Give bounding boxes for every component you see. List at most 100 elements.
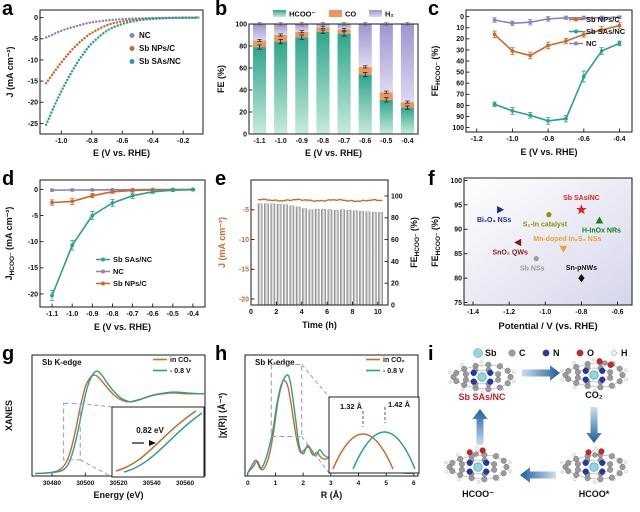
svg-text:80: 80 [239,43,247,50]
svg-text:NC: NC [586,39,597,48]
svg-text:40: 40 [239,87,247,94]
svg-text:H-InOx NRs: H-InOx NRs [582,227,621,234]
svg-text:N: N [553,348,560,358]
svg-text:HCOO*: HCOO* [579,489,610,499]
svg-text:-1.0: -1.0 [55,138,67,145]
svg-text:-5: -5 [243,207,249,214]
svg-text:-0.6: -0.6 [578,136,590,143]
svg-text:40: 40 [456,58,464,65]
svg-text:100: 100 [452,125,464,132]
svg-text:C: C [519,348,526,358]
svg-text:-5: -5 [32,36,38,43]
svg-text:-0.8: -0.8 [317,138,329,145]
panel-i: i Sb C N O H Sb SAs/NC CO₂ HCOO* HCOO⁻ [426,343,640,512]
svg-text:NC: NC [113,267,124,276]
svg-text:-1.2: -1.2 [471,136,483,143]
svg-text:FEHCOO⁻ (%): FEHCOO⁻ (%) [409,217,421,268]
svg-text:20: 20 [239,109,247,116]
svg-text:JHCOO⁻ (mA cm⁻²): JHCOO⁻ (mA cm⁻²) [4,207,16,281]
svg-text:1: 1 [274,480,278,487]
svg-text:-0.4: -0.4 [401,138,413,145]
svg-text:80: 80 [391,215,399,222]
svg-text:XANES: XANES [4,400,14,431]
svg-text:J (mA cm⁻²): J (mA cm⁻²) [5,47,15,98]
svg-text:60: 60 [391,237,399,244]
svg-text:Sb SAs/NC: Sb SAs/NC [586,27,626,36]
svg-text:8: 8 [351,309,355,316]
svg-text:-1.0: -1.0 [66,311,78,318]
svg-text:-0.9: -0.9 [86,311,98,318]
svg-text:50: 50 [456,70,464,77]
svg-text:20: 20 [391,281,399,288]
svg-text:-0.4: -0.4 [147,138,159,145]
svg-text:4: 4 [357,480,361,487]
panel-letter-e: e [215,168,227,190]
svg-text:in CO₂: in CO₂ [383,357,405,364]
svg-text:HCOO⁻: HCOO⁻ [462,489,494,499]
panel-h: h 0 1 2 3 4 5 6 Sb K-edge in CO₂ - 0.8 V R (Å) |χ(R… [213,343,426,512]
svg-text:-5: -5 [32,213,38,220]
svg-text:Energy (eV): Energy (eV) [93,490,143,500]
svg-text:-1.0: -1.0 [275,138,287,145]
panel-letter-f: f [428,168,435,190]
svg-text:95: 95 [454,202,462,209]
panel-letter-h: h [215,343,228,365]
svg-text:- 0.8 V: - 0.8 V [383,368,404,375]
svg-text:CO: CO [345,10,356,19]
svg-text:0: 0 [34,187,38,194]
svg-text:0: 0 [249,309,253,316]
svg-text:-20: -20 [239,296,249,303]
svg-text:Sb K-edge: Sb K-edge [255,358,295,367]
panel-b: b -1.1 -1.0 -0.9 -0.8 -0.7 -0.6 -0.5 -0.4 0 20 40 6… [213,0,426,170]
svg-text:30520: 30520 [109,480,127,487]
svg-text:-15: -15 [28,78,38,85]
svg-text:30540: 30540 [143,480,161,487]
svg-text:Sb K-edge: Sb K-edge [42,358,82,367]
svg-text:H: H [621,348,628,358]
panel-g: g 30480 30500 30520 30540 30560 Sb K-edge in C… [0,343,213,512]
svg-text:80: 80 [456,103,464,110]
svg-text:0: 0 [246,480,250,487]
svg-text:30560: 30560 [176,480,194,487]
svg-text:E (V vs. RHE): E (V vs. RHE) [520,147,577,157]
svg-text:-0.8: -0.8 [86,138,98,145]
svg-text:-20: -20 [28,291,38,298]
svg-text:-0.6: -0.6 [147,311,159,318]
lsv-chart: -1.0 -0.8 -0.6 -0.4 -0.2 0 -5 -10 -15 -20 -25 NC Sb … [5,9,204,158]
panel-letter-d: d [2,168,15,190]
svg-text:60: 60 [456,81,464,88]
svg-text:0: 0 [460,14,464,21]
svg-text:R (Å): R (Å) [321,490,343,500]
svg-text:Sn-pNWs: Sn-pNWs [566,265,597,272]
svg-text:100: 100 [235,21,247,28]
svg-text:Sb SAs/NC: Sb SAs/NC [458,392,506,402]
svg-text:E (V vs. RHE): E (V vs. RHE) [94,322,151,332]
svg-text:-0.4: -0.4 [187,311,199,318]
panel-letter-b: b [215,0,228,20]
svg-text:60: 60 [239,65,247,72]
svg-text:-1.1: -1.1 [46,311,58,318]
svg-text:S₂-In catalyst: S₂-In catalyst [523,222,568,229]
partial-current-density-chart: -1.1 -1.0 -0.9 -0.8 -0.7 -0.6 -0.5 -0.4 0 -5 -10 -1… [4,179,206,332]
svg-text:-0.6: -0.6 [612,309,624,316]
svg-text:90: 90 [454,227,462,234]
svg-text:E (V vs. RHE): E (V vs. RHE) [305,148,362,158]
faradaic-efficiency-stacked-bar-chart: -1.1 -1.0 -0.9 -0.8 -0.7 -0.6 -0.5 -0.4 0 20 40 60 8… [216,10,419,158]
svg-text:2: 2 [301,480,305,487]
catalytic-cycle-diagram: Sb C N O H Sb SAs/NC CO₂ HCOO* HCOO⁻ [444,348,628,499]
exafs-chart: 0 1 2 3 4 5 6 Sb K-edge in CO₂ - 0.8 V R (Å) |χ(R)|… [217,354,420,500]
svg-text:1.42 Å: 1.42 Å [388,400,411,409]
svg-text:0: 0 [34,15,38,22]
svg-text:Time (h): Time (h) [302,320,337,330]
svg-text:Sb SAs/NC: Sb SAs/NC [563,195,600,202]
svg-text:Bi₂O₃ NSs: Bi₂O₃ NSs [477,217,511,224]
svg-text:-0.2: -0.2 [177,138,189,145]
svg-text:40: 40 [391,259,399,266]
svg-text:-1.4: -1.4 [467,309,479,316]
svg-text:Mn-doped In₂S₃ NSs: Mn-doped In₂S₃ NSs [533,236,601,243]
svg-text:30480: 30480 [43,480,61,487]
fe-hcoo-line-chart: -1.2 -1.0 -0.8 -0.6 -0.4 0 10 20 30 40 50 60 70 80 90 1… [430,9,633,157]
panel-f: f -1.4 -1.2 -1.0 -0.8 -0.6 75 80 85 90 95 100 Bi₂O₃… [426,168,640,345]
svg-text:|χ(R)| (Å⁻³): |χ(R)| (Å⁻³) [217,393,227,438]
